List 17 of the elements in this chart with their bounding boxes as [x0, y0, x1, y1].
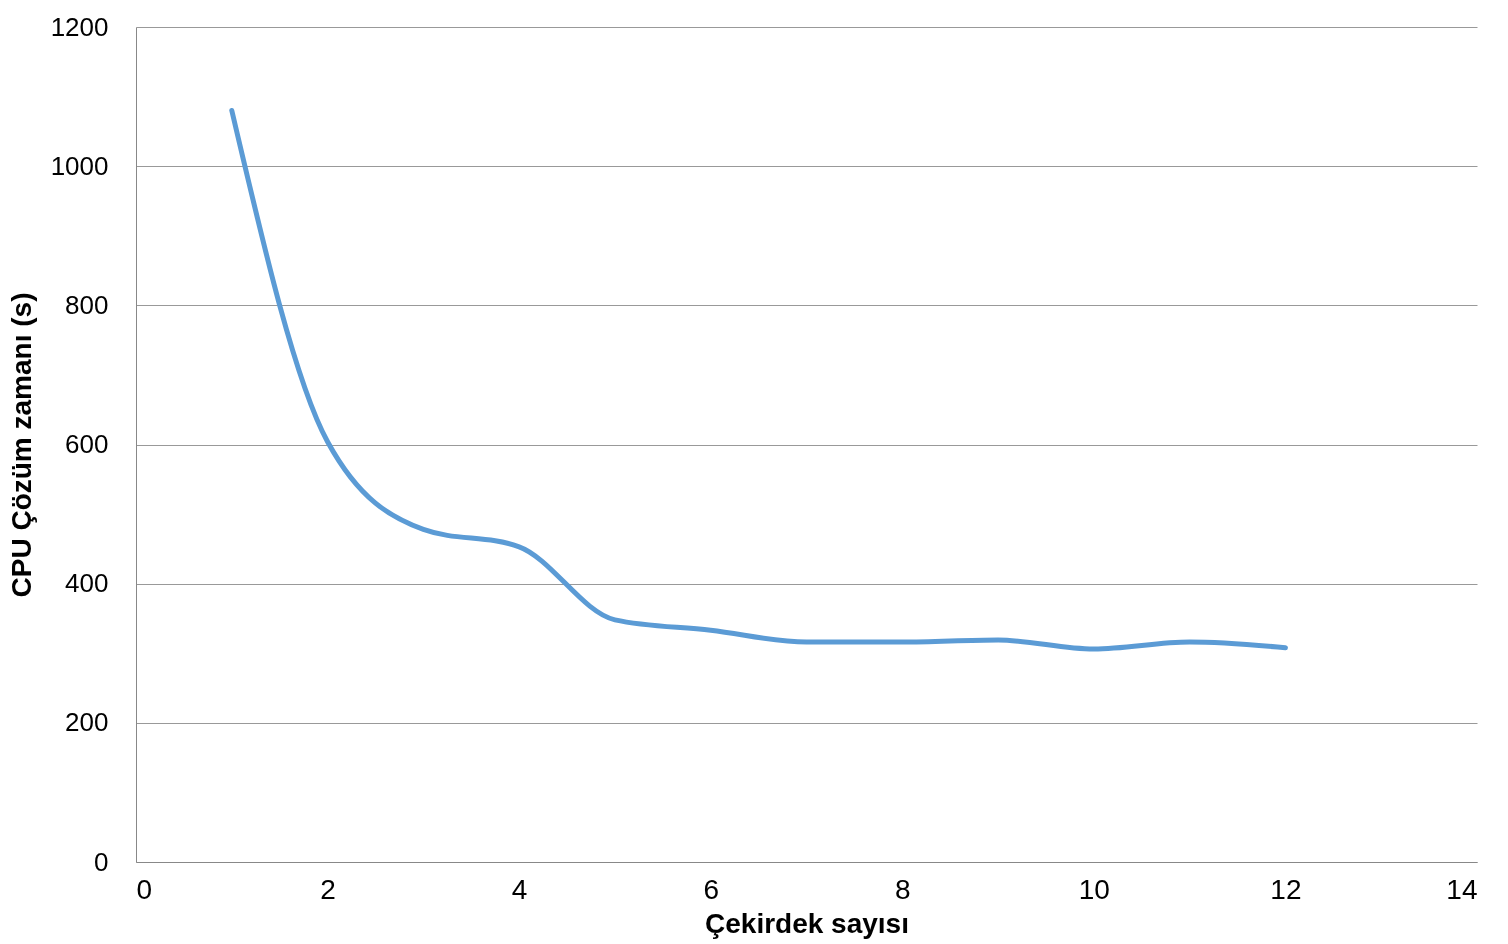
y-tick-label: 600 [65, 429, 109, 459]
x-tick-label: 6 [703, 873, 719, 905]
x-tick-label: 4 [511, 873, 528, 905]
x-tick-label: 12 [1270, 873, 1302, 905]
y-tick-label: 0 [94, 846, 109, 877]
x-tick-label: 8 [895, 873, 911, 905]
x-axis-title: Çekirdek sayısı [705, 907, 909, 939]
y-tick-label: 1200 [50, 11, 109, 42]
x-tick-label: 14 [1446, 873, 1478, 905]
x-tick-label: 0 [136, 873, 153, 905]
x-tick-label: 10 [1078, 873, 1110, 905]
x-tick-label: 2 [320, 873, 336, 905]
y-axis-title: CPU Çözüm zamanı (s) [5, 292, 37, 598]
y-tick-label: 1000 [50, 150, 109, 181]
y-tick-label: 400 [65, 568, 109, 599]
y-tick-label: 800 [65, 289, 109, 320]
y-tick-label: 200 [65, 707, 109, 738]
